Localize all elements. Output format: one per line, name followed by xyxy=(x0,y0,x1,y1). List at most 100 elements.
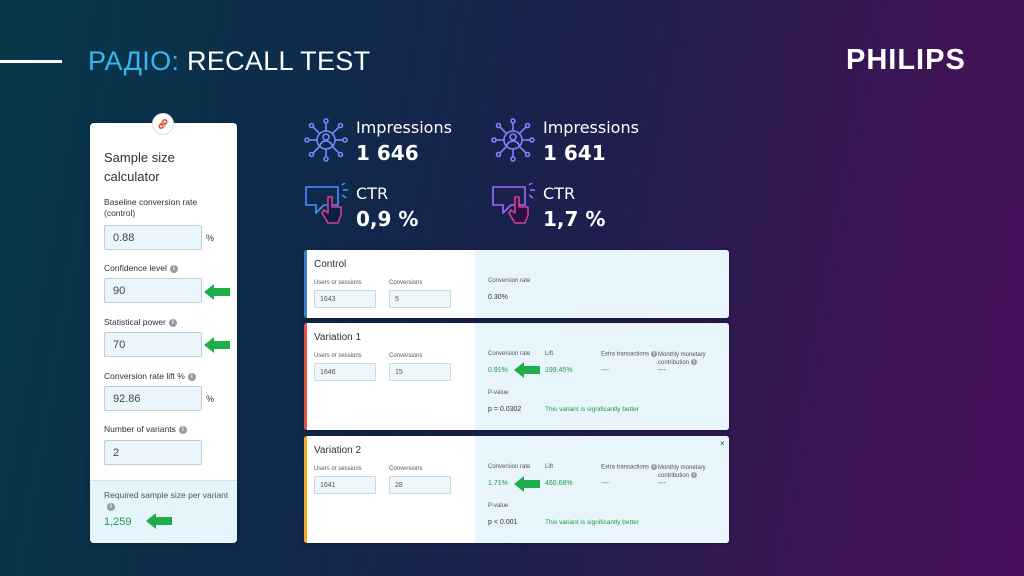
p-value: p < 0.001 xyxy=(488,519,518,526)
p-value: p = 0.0302 xyxy=(488,406,522,413)
ctr-value: 1,7 % xyxy=(543,207,606,231)
users-input[interactable]: 1643 xyxy=(314,290,376,308)
card-title: Variation 2 xyxy=(314,445,362,456)
control-card: Control Users or sessions 1643 Conversio… xyxy=(304,250,729,318)
conversions-input[interactable]: 5 xyxy=(389,290,451,308)
conversion-rate-value: 0.30% xyxy=(488,294,508,301)
green-arrow-icon xyxy=(204,337,230,353)
variation-2-card: × Variation 2 Users or sessions 1641 Con… xyxy=(304,436,729,543)
monthly-contribution-label: Monthly monetary contribution i xyxy=(658,464,718,480)
info-icon[interactable]: i xyxy=(651,351,658,357)
result-label-text: Required sample size per variant xyxy=(104,490,229,500)
power-input[interactable]: 70 xyxy=(104,332,202,357)
lift-label: Lift xyxy=(545,351,554,357)
lift-unit: % xyxy=(206,394,215,404)
info-icon[interactable]: i xyxy=(169,264,178,273)
result-panel xyxy=(90,480,237,543)
card-title: Control xyxy=(314,259,347,270)
lift-label: Conversion rate lift % i xyxy=(104,371,196,382)
card-accent-bar xyxy=(304,436,307,543)
lift-value: 199.45% xyxy=(545,367,573,374)
users-label: Users or sessions xyxy=(314,353,362,359)
conversions-label: Conversions xyxy=(389,466,423,472)
conversions-input[interactable]: 15 xyxy=(389,363,451,381)
monthly-contribution-text: Monthly monetary contribution xyxy=(658,465,706,479)
lift-label-text: Conversion rate lift % xyxy=(104,371,185,381)
info-icon[interactable]: i xyxy=(178,425,187,434)
conversion-rate-value: 0.91% xyxy=(488,367,508,374)
result-value: 1,259 xyxy=(104,516,132,528)
confidence-input[interactable]: 90 xyxy=(104,278,202,303)
impressions-network-icon xyxy=(491,118,535,162)
conversion-rate-label: Conversion rate xyxy=(488,464,531,470)
ctr-label: CTR xyxy=(543,184,576,203)
baseline-input[interactable]: 0.88 xyxy=(104,225,202,250)
baseline-label: Baseline conversion rate (control) xyxy=(104,197,198,218)
close-icon[interactable]: × xyxy=(720,439,725,448)
result-label: Required sample size per variant i xyxy=(104,490,229,512)
title-underline xyxy=(0,60,62,63)
users-label: Users or sessions xyxy=(314,280,362,286)
users-input[interactable]: 1641 xyxy=(314,476,376,494)
info-icon[interactable]: i xyxy=(651,464,658,470)
card-results-area xyxy=(475,323,729,430)
conversions-label: Conversions xyxy=(389,280,423,286)
impressions-label: Impressions xyxy=(356,118,452,137)
confidence-label-text: Confidence level xyxy=(104,263,167,273)
users-label: Users or sessions xyxy=(314,466,362,472)
monthly-contribution-value: --- xyxy=(658,478,666,487)
ctr-value: 0,9 % xyxy=(356,207,419,231)
monthly-contribution-value: --- xyxy=(658,365,666,374)
lift-label: Lift xyxy=(545,464,554,470)
p-value-label: P-value xyxy=(488,390,509,396)
confidence-label: Confidence level i xyxy=(104,263,178,274)
conversions-input[interactable]: 28 xyxy=(389,476,451,494)
p-value-label: P-value xyxy=(488,503,509,509)
users-input[interactable]: 1646 xyxy=(314,363,376,381)
card-results-area xyxy=(475,250,729,318)
info-icon[interactable]: i xyxy=(107,502,115,511)
card-results-area xyxy=(475,436,729,543)
extra-transactions-text: Extra transactions xyxy=(601,351,650,358)
impressions-network-icon xyxy=(304,118,348,162)
green-arrow-icon xyxy=(514,476,540,492)
extra-transactions-text: Extra transactions xyxy=(601,464,650,471)
conversion-rate-label: Conversion rate xyxy=(488,351,531,357)
green-arrow-icon xyxy=(204,284,230,300)
extra-transactions-value: --- xyxy=(601,478,609,487)
title-accent: РАДІО: xyxy=(88,46,180,76)
conversion-rate-value: 1.71% xyxy=(488,480,508,487)
power-label-text: Statistical power xyxy=(104,317,166,327)
monthly-contribution-label: Monthly monetary contribution i xyxy=(658,351,718,367)
impressions-value: 1 646 xyxy=(356,141,419,165)
ctr-click-icon xyxy=(492,183,535,224)
philips-logo: PHILIPS xyxy=(846,44,966,76)
variants-input[interactable]: 2 xyxy=(104,440,202,465)
conversion-rate-label: Conversion rate xyxy=(488,278,531,284)
page-title: РАДІО: RECALL TEST xyxy=(88,46,370,77)
card-title: Variation 1 xyxy=(314,332,362,343)
lift-value: 460.68% xyxy=(545,480,573,487)
power-label: Statistical power i xyxy=(104,317,177,328)
monthly-contribution-text: Monthly monetary contribution xyxy=(658,352,706,366)
green-arrow-icon xyxy=(146,513,172,529)
card-accent-bar xyxy=(304,323,307,430)
info-icon[interactable]: i xyxy=(168,318,177,327)
extra-transactions-label: Extra transactions i xyxy=(601,351,658,358)
link-icon[interactable] xyxy=(152,113,174,135)
impressions-value: 1 641 xyxy=(543,141,606,165)
info-icon[interactable]: i xyxy=(691,472,698,479)
conversions-label: Conversions xyxy=(389,353,423,359)
card-accent-bar xyxy=(304,250,307,318)
variants-label: Number of variants i xyxy=(104,424,187,435)
variants-label-text: Number of variants xyxy=(104,424,176,434)
variation-1-card: Variation 1 Users or sessions 1646 Conve… xyxy=(304,323,729,430)
calculator-title: Sample size calculator xyxy=(104,150,175,184)
ctr-label: CTR xyxy=(356,184,389,203)
extra-transactions-value: --- xyxy=(601,365,609,374)
info-icon[interactable]: i xyxy=(691,359,698,366)
lift-input[interactable]: 92.86 xyxy=(104,386,202,411)
info-icon[interactable]: i xyxy=(187,372,196,381)
significance-verdict: This variant is significantly better xyxy=(545,519,639,526)
extra-transactions-label: Extra transactions i xyxy=(601,464,658,471)
